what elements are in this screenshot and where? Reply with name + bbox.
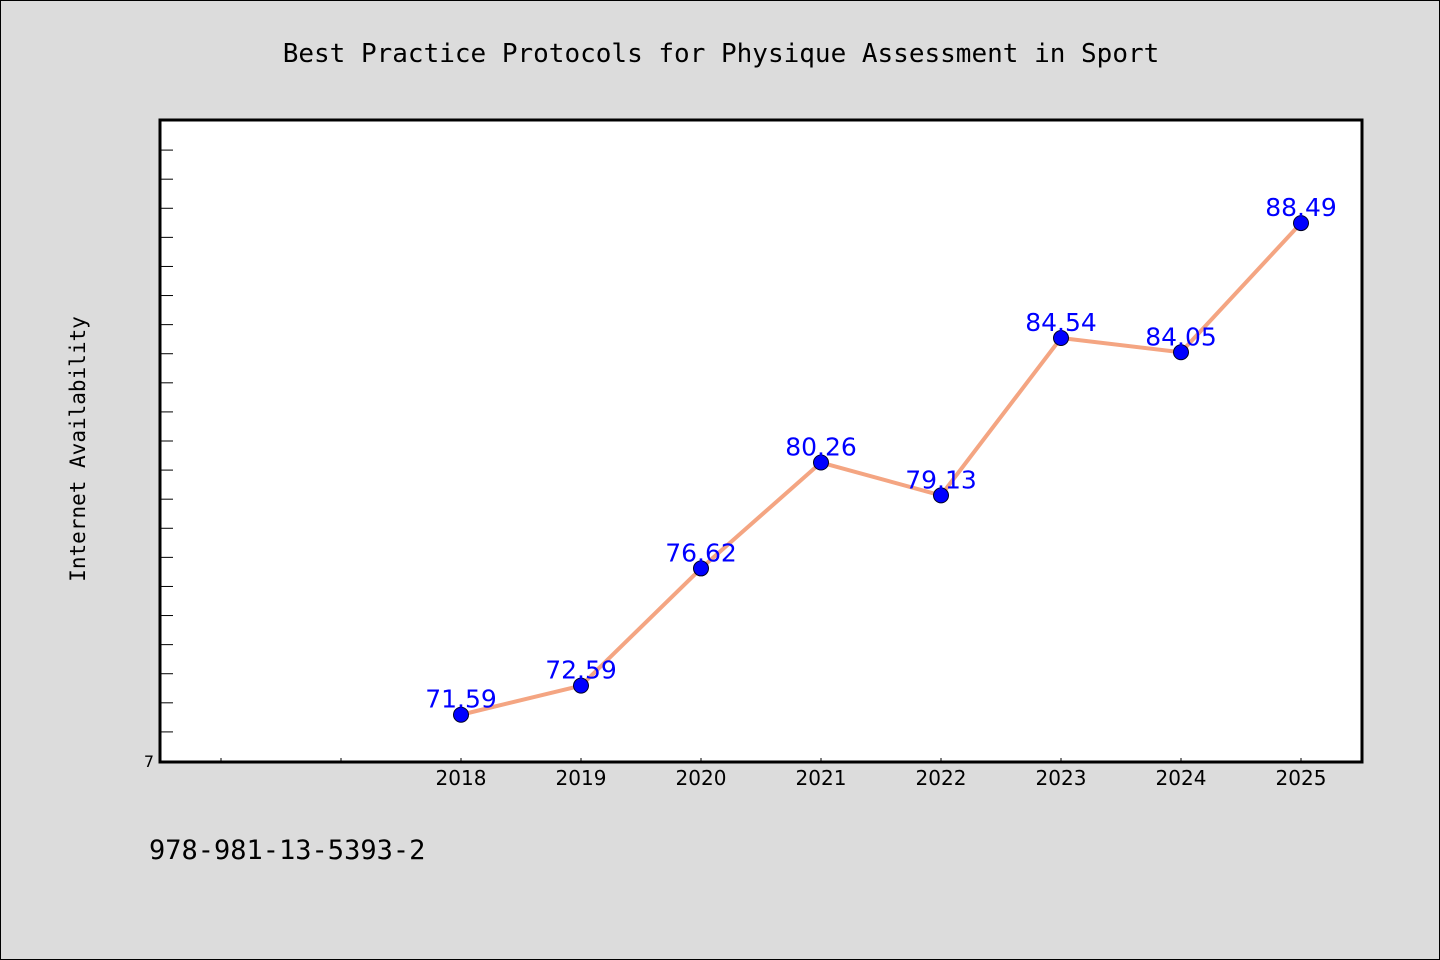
data-point — [1053, 330, 1069, 347]
series-line — [460, 221, 1303, 717]
y-axis-label: Internet Availability — [66, 316, 90, 582]
isbn-text: 978-981-13-5393-2 — [149, 835, 426, 866]
x-axis-ticks: 2018 2019 2020 2021 2022 2023 2024 2025 — [220, 758, 1327, 790]
data-point — [1293, 215, 1309, 232]
y-axis-ticks: 7 — [144, 120, 173, 771]
x-tick-label: 2024 — [1156, 766, 1207, 790]
data-point — [573, 677, 589, 694]
x-tick-label: 2019 — [556, 766, 607, 790]
data-point — [1173, 344, 1189, 361]
data-label: 71.59 — [425, 685, 497, 714]
data-label: 76.62 — [665, 538, 737, 567]
chart-title: Best Practice Protocols for Physique Ass… — [283, 39, 1160, 69]
data-point — [453, 706, 469, 723]
x-tick-label: 2020 — [676, 766, 727, 790]
data-label: 84.05 — [1145, 322, 1217, 351]
data-point — [933, 487, 949, 504]
y-tick-label: 7 — [144, 752, 154, 771]
x-tick-label: 2022 — [916, 766, 967, 790]
x-tick-label: 2025 — [1276, 766, 1327, 790]
data-point — [813, 454, 829, 471]
series-lines — [460, 221, 1303, 717]
data-markers — [453, 215, 1309, 723]
x-tick-label: 2018 — [436, 766, 487, 790]
data-point — [693, 560, 709, 577]
data-label: 88.49 — [1265, 193, 1337, 222]
data-label: 84.54 — [1025, 308, 1097, 337]
data-label: 80.26 — [785, 433, 857, 462]
data-labels: 71.59 72.59 76.62 80.26 79.13 84.54 84.05 88.49 — [425, 193, 1337, 714]
x-tick-label: 2023 — [1036, 766, 1087, 790]
data-label: 79.13 — [905, 465, 977, 494]
plot-area — [158, 118, 1364, 764]
x-tick-label: 2021 — [796, 766, 847, 790]
data-label: 72.59 — [545, 656, 617, 685]
